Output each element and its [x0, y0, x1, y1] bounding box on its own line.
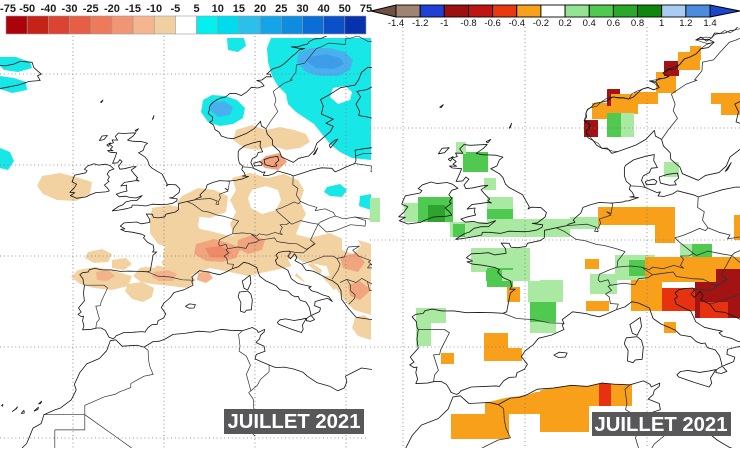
svg-text:1: 1 [659, 18, 664, 29]
svg-text:1.2: 1.2 [679, 18, 692, 29]
svg-text:50: 50 [339, 3, 351, 15]
svg-text:JUILLET 2021: JUILLET 2021 [227, 411, 360, 433]
svg-text:-25: -25 [83, 3, 99, 15]
svg-text:-30: -30 [62, 3, 78, 15]
svg-text:25: 25 [275, 3, 287, 15]
svg-text:5: 5 [194, 3, 200, 15]
svg-text:-1.4: -1.4 [388, 18, 404, 29]
svg-text:JUILLET 2021: JUILLET 2021 [594, 414, 727, 436]
svg-text:-15: -15 [125, 3, 141, 15]
svg-text:-0.2: -0.2 [533, 18, 549, 29]
svg-text:-40: -40 [40, 3, 56, 15]
svg-text:20: 20 [254, 3, 266, 15]
svg-text:-0.4: -0.4 [509, 18, 525, 29]
svg-text:40: 40 [317, 3, 329, 15]
svg-text:-50: -50 [19, 3, 35, 15]
svg-text:0.2: 0.2 [558, 18, 571, 29]
svg-text:0.8: 0.8 [631, 18, 644, 29]
svg-text:10: 10 [212, 3, 224, 15]
svg-text:-5: -5 [171, 3, 181, 15]
svg-text:-10: -10 [146, 3, 162, 15]
svg-text:30: 30 [296, 3, 308, 15]
svg-text:75: 75 [360, 3, 372, 15]
svg-text:0.4: 0.4 [583, 18, 596, 29]
svg-text:0.6: 0.6 [607, 18, 620, 29]
svg-text:-75: -75 [0, 3, 16, 15]
svg-text:-1.2: -1.2 [412, 18, 428, 29]
svg-text:-0.6: -0.6 [484, 18, 500, 29]
svg-text:1.4: 1.4 [703, 18, 716, 29]
svg-text:-0.8: -0.8 [460, 18, 476, 29]
svg-text:-20: -20 [104, 3, 120, 15]
svg-text:-1: -1 [440, 18, 448, 29]
svg-text:15: 15 [233, 3, 245, 15]
